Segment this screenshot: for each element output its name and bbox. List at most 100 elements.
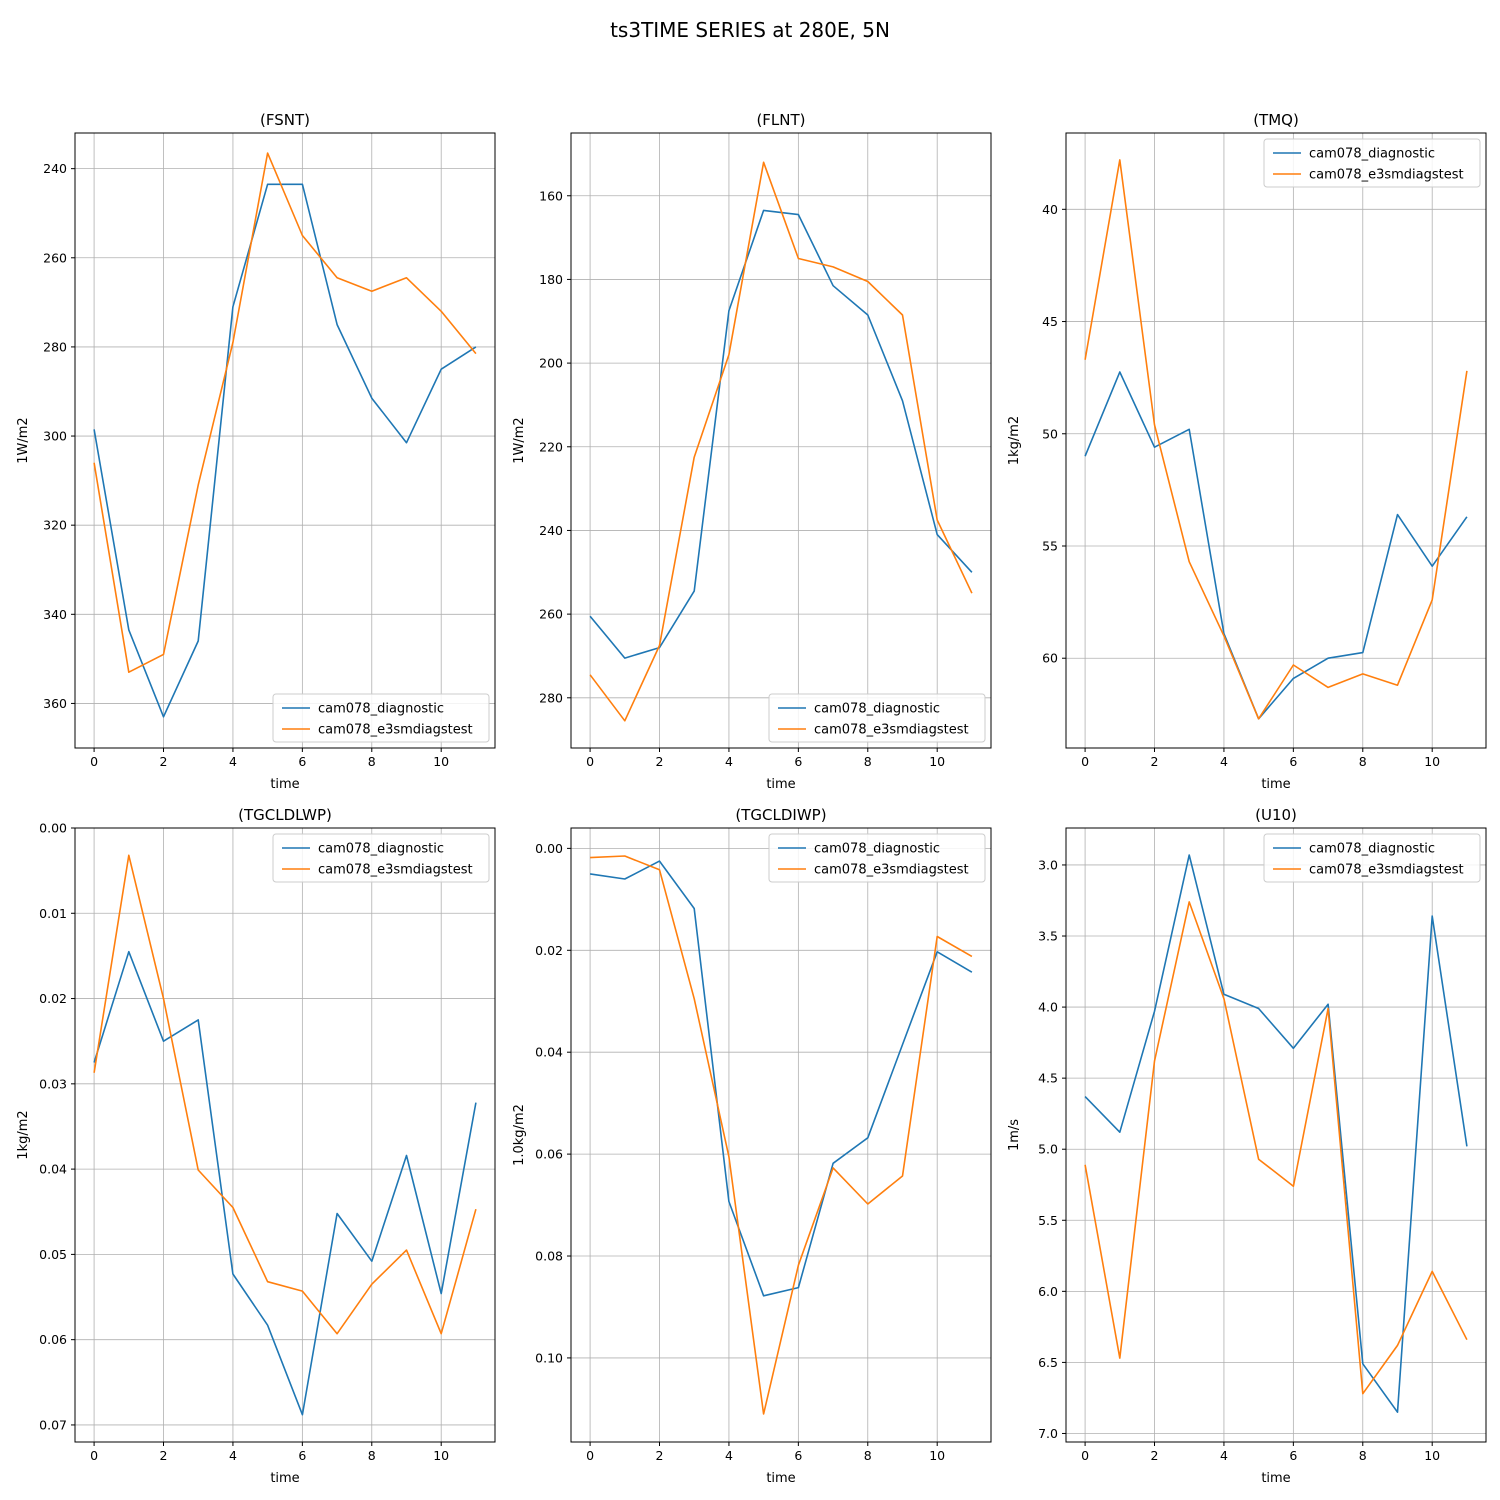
y-tick-label: 4.0 bbox=[1038, 1000, 1058, 1015]
panel-title: (FLNT) bbox=[756, 111, 805, 129]
y-tick-label: 240 bbox=[43, 161, 67, 176]
x-tick-label: 0 bbox=[586, 754, 594, 769]
panel-5: 0 2 4 6 8 10 0.00 0.02 0.04 0.06 0.08 0.10 (TGCLDIWP… bbox=[512, 806, 992, 1486]
x-tick-label: 0 bbox=[90, 1448, 98, 1463]
x-tick-label: 10 bbox=[1424, 1448, 1440, 1463]
panel-title: (FSNT) bbox=[260, 111, 310, 129]
x-tick-label: 2 bbox=[656, 754, 664, 769]
legend-label-cam078_e3smdiagstest: cam078_e3smdiagstest bbox=[1309, 863, 1464, 878]
series-line-cam078_e3smdiagstest bbox=[589, 161, 973, 722]
panel-4: 0 2 4 6 8 10 0.00 0.01 0.02 0.03 0.04 0.05 0.06 0.07 (… bbox=[16, 806, 496, 1486]
y-tick-label: 0.10 bbox=[535, 1350, 563, 1365]
y-tick-label: 0.03 bbox=[39, 1076, 67, 1091]
x-tick-label: 10 bbox=[929, 754, 945, 769]
panels: 0 2 4 6 8 10240260280300320340360(FSNT)time1W… bbox=[16, 111, 1487, 1486]
y-tick-label: 200 bbox=[539, 356, 563, 371]
x-tick-label: 10 bbox=[1424, 754, 1440, 769]
x-tick-label: 4 bbox=[725, 754, 733, 769]
x-tick-label: 4 bbox=[229, 1448, 237, 1463]
plot-frame bbox=[570, 132, 992, 749]
y-tick-label: 0.06 bbox=[39, 1332, 67, 1347]
x-tick-label: 8 bbox=[864, 1448, 872, 1463]
panel-title: (TMQ) bbox=[1253, 111, 1299, 129]
x-tick-label: 4 bbox=[725, 1448, 733, 1463]
x-tick-label: 4 bbox=[1220, 1448, 1228, 1463]
y-tick-label: 6.0 bbox=[1038, 1284, 1058, 1299]
plot-frame bbox=[74, 827, 496, 1443]
x-tick-label: 2 bbox=[160, 754, 168, 769]
plot-frame bbox=[74, 132, 496, 749]
y-tick-label: 5.0 bbox=[1038, 1142, 1058, 1157]
series-line-cam078_e3smdiagstest bbox=[1084, 159, 1468, 720]
x-tick-label: 0 bbox=[1081, 754, 1089, 769]
x-tick-label: 2 bbox=[160, 1448, 168, 1463]
y-axis-label: 1.0kg/m2 bbox=[512, 1104, 527, 1166]
x-tick-label: 0 bbox=[1081, 1448, 1089, 1463]
x-tick-label: 2 bbox=[656, 1448, 664, 1463]
legend-label-cam078_e3smdiagstest: cam078_e3smdiagstest bbox=[814, 863, 969, 878]
y-axis-label: 1kg/m2 bbox=[16, 1110, 31, 1159]
legend-label-cam078_e3smdiagstest: cam078_e3smdiagstest bbox=[318, 863, 473, 878]
x-tick-label: 8 bbox=[368, 754, 376, 769]
y-tick-label: 0.02 bbox=[535, 943, 563, 958]
x-axis-label: time bbox=[766, 777, 795, 792]
x-tick-label: 6 bbox=[1289, 754, 1297, 769]
legend-box bbox=[1263, 833, 1481, 883]
series-line-cam078_e3smdiagstest bbox=[93, 152, 477, 674]
y-axis-label: 1W/m2 bbox=[16, 417, 31, 463]
y-tick-label: 60 bbox=[1042, 651, 1058, 666]
series-line-cam078_diagnostic bbox=[589, 860, 973, 1297]
x-tick-label: 8 bbox=[368, 1448, 376, 1463]
legend: cam078_diagnostic cam078_e3smdiagstest bbox=[1263, 138, 1481, 188]
y-tick-label: 280 bbox=[539, 690, 563, 705]
y-tick-label: 0.00 bbox=[39, 821, 67, 836]
y-tick-label: 4.5 bbox=[1038, 1071, 1058, 1086]
legend-box bbox=[1263, 138, 1481, 188]
y-tick-label: 6.5 bbox=[1038, 1355, 1058, 1370]
legend: cam078_diagnostic cam078_e3smdiagstest bbox=[768, 833, 986, 883]
x-tick-label: 8 bbox=[1359, 1448, 1367, 1463]
y-tick-label: 0.00 bbox=[535, 841, 563, 856]
x-tick-label: 6 bbox=[794, 1448, 802, 1463]
y-tick-label: 0.06 bbox=[535, 1147, 563, 1162]
series-line-cam078_e3smdiagstest bbox=[1084, 901, 1468, 1395]
panel-2: 0 2 4 6 8 10 160 180 200 220 240 260 280 (FLNT) time 1W… bbox=[512, 111, 992, 792]
legend-label-cam078_diagnostic: cam078_diagnostic bbox=[1309, 842, 1435, 857]
y-tick-label: 3.0 bbox=[1038, 857, 1058, 872]
y-axis-label: 1m/s bbox=[1007, 1119, 1022, 1151]
y-tick-label: 260 bbox=[43, 250, 67, 265]
panel-title: (TGCLDIWP) bbox=[735, 806, 826, 824]
y-tick-label: 0.04 bbox=[535, 1045, 563, 1060]
series-line-cam078_diagnostic bbox=[1084, 854, 1468, 1413]
series-line-cam078_diagnostic bbox=[93, 183, 477, 718]
x-tick-label: 8 bbox=[1359, 754, 1367, 769]
x-tick-label: 0 bbox=[90, 754, 98, 769]
y-tick-label: 0.05 bbox=[39, 1247, 67, 1262]
x-axis-label: time bbox=[270, 777, 299, 792]
panel-title: (U10) bbox=[1255, 806, 1297, 824]
x-tick-label: 8 bbox=[864, 754, 872, 769]
y-tick-label: 40 bbox=[1042, 202, 1058, 217]
legend-box bbox=[272, 693, 490, 743]
y-tick-label: 160 bbox=[539, 188, 563, 203]
panel-3: 0 2 4 6 8 10 40 45 50 55 60 (TMQ) time 1kg/m2 cam078_d… bbox=[1007, 111, 1487, 792]
x-tick-label: 2 bbox=[1151, 754, 1159, 769]
y-axis-label: 1W/m2 bbox=[512, 417, 527, 463]
legend-box bbox=[272, 833, 490, 883]
y-tick-label: 5.5 bbox=[1038, 1213, 1058, 1228]
x-tick-label: 6 bbox=[794, 754, 802, 769]
series-line-cam078_diagnostic bbox=[589, 209, 973, 659]
legend-label-cam078_diagnostic: cam078_diagnostic bbox=[814, 842, 940, 857]
series-line-cam078_diagnostic bbox=[1084, 371, 1468, 720]
x-tick-label: 4 bbox=[229, 754, 237, 769]
series-line-cam078_diagnostic bbox=[93, 950, 477, 1416]
x-tick-label: 4 bbox=[1220, 754, 1228, 769]
y-tick-label: 0.02 bbox=[39, 991, 67, 1006]
y-tick-label: 3.5 bbox=[1038, 929, 1058, 944]
legend: cam078_diagnostic cam078_e3smdiagstest bbox=[272, 693, 490, 743]
x-axis-label: time bbox=[270, 1471, 299, 1486]
y-tick-label: 340 bbox=[43, 607, 67, 622]
legend: cam078_diagnostic cam078_e3smdiagstest bbox=[768, 693, 986, 743]
panel-title: (TGCLDLWP) bbox=[238, 806, 332, 824]
